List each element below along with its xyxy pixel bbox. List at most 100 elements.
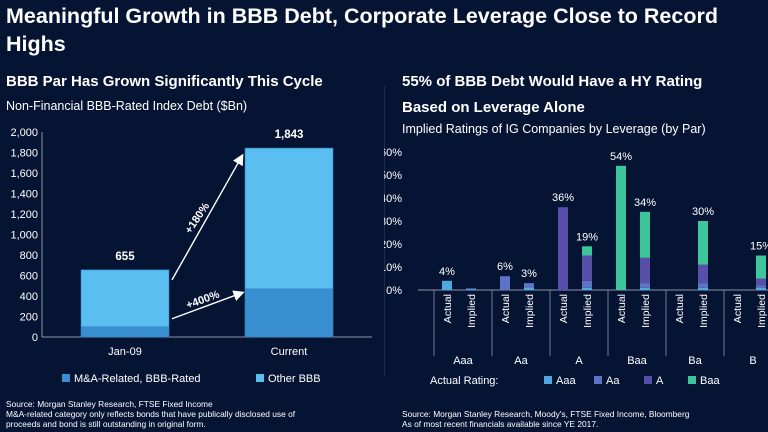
bar-segment bbox=[466, 289, 476, 290]
bar-axis-label: Actual bbox=[558, 294, 570, 323]
group-label: Aaa bbox=[453, 355, 473, 367]
legend-label: A bbox=[656, 375, 664, 387]
bbb-debt-chart: 0 200 400 600 800 1,000 1,200 1,400 1,600 1,800 2,… bbox=[10, 127, 372, 385]
growth-arrow-total bbox=[171, 153, 244, 281]
right-source: Source: Morgan Stanley Research, Moody's… bbox=[402, 409, 762, 429]
bar-total-label: 19% bbox=[576, 231, 598, 243]
left-subtitle: BBB Par Has Grown Significantly This Cyc… bbox=[6, 73, 323, 90]
x-tick-label: Current bbox=[271, 346, 308, 358]
right-source-line2: As of most recent financials available s… bbox=[402, 419, 599, 429]
legend-swatch bbox=[594, 376, 602, 384]
y-tick-label: 0 bbox=[32, 332, 38, 344]
group-label: B bbox=[749, 355, 756, 367]
growth-arrow-mna bbox=[171, 290, 245, 320]
bar-segment bbox=[466, 288, 476, 290]
bar-total-label: 4% bbox=[439, 266, 455, 278]
bar-axis-label: Actual bbox=[500, 294, 512, 323]
panel-divider bbox=[384, 86, 385, 376]
legend-swatch-other bbox=[256, 374, 264, 382]
bar-segment bbox=[698, 264, 708, 284]
y-tick-label: 40% bbox=[384, 193, 402, 205]
left-source: Source: Morgan Stanley Research, FTSE Fi… bbox=[6, 399, 316, 429]
bar-segment bbox=[698, 283, 708, 288]
growth-label-mna: +400% bbox=[185, 289, 222, 312]
bar-segment bbox=[616, 165, 626, 290]
bar-total-label: 30% bbox=[692, 206, 714, 218]
bar-total-label: 1,843 bbox=[275, 129, 304, 141]
y-tick-label: 1,000 bbox=[10, 230, 38, 242]
left-source-line2: M&A-related category only reflects bonds… bbox=[6, 409, 296, 429]
legend-label: Aaa bbox=[556, 375, 576, 387]
bar-segment bbox=[640, 283, 650, 288]
y-tick-label: 20% bbox=[384, 239, 402, 251]
bar-total-label: 6% bbox=[497, 261, 513, 273]
legend-label: Baa bbox=[700, 375, 720, 387]
group-label: A bbox=[575, 355, 583, 367]
legend-swatch bbox=[544, 376, 552, 384]
legend-title: Actual Rating: bbox=[430, 375, 498, 387]
right-subtitle-2: Based on Leverage Alone bbox=[402, 99, 585, 116]
bar-segment bbox=[582, 287, 592, 290]
bar-segment bbox=[756, 278, 766, 286]
bar-segment bbox=[80, 269, 170, 328]
y-tick-label: 60% bbox=[384, 147, 402, 159]
group-label: Baa bbox=[627, 355, 647, 367]
legend-swatch-mna bbox=[62, 374, 70, 382]
bar-total-label: 54% bbox=[610, 151, 632, 163]
bar-axis-label: Implied bbox=[524, 294, 536, 328]
legend-swatch bbox=[688, 376, 696, 384]
bar-total-label: 3% bbox=[521, 268, 537, 280]
bar-segment bbox=[524, 283, 534, 288]
left-caption: Non-Financial BBB-Rated Index Debt ($Bn) bbox=[6, 99, 248, 113]
left-source-line1: Source: Morgan Stanley Research, FTSE Fi… bbox=[6, 399, 213, 409]
bar-segment bbox=[756, 285, 766, 288]
x-tick-label: Jan-09 bbox=[108, 346, 142, 358]
y-tick-label: 1,200 bbox=[10, 209, 38, 221]
bar-axis-label: Implied bbox=[756, 294, 768, 328]
y-tick-label: 1,400 bbox=[10, 189, 38, 201]
bar-segment bbox=[80, 326, 170, 338]
bar-segment bbox=[640, 211, 650, 258]
legend-label: Aa bbox=[606, 375, 620, 387]
y-tick-label: 10% bbox=[384, 262, 402, 274]
bar-segment bbox=[698, 287, 708, 290]
bar-axis-label: Implied bbox=[698, 294, 710, 328]
y-tick-label: 800 bbox=[20, 250, 38, 262]
bar-segment bbox=[244, 288, 334, 338]
bar-total-label: 15% bbox=[750, 241, 768, 253]
bar-segment bbox=[582, 280, 592, 288]
bar-segment bbox=[698, 221, 708, 265]
bar-segment bbox=[640, 287, 650, 290]
legend-swatch bbox=[644, 376, 652, 384]
bar-segment bbox=[756, 255, 766, 279]
right-subtitle-1: 55% of BBB Debt Would Have a HY Rating bbox=[402, 73, 703, 90]
bar-segment bbox=[582, 255, 592, 281]
group-label: Aa bbox=[514, 355, 528, 367]
bar-axis-label: Implied bbox=[640, 294, 652, 328]
y-tick-label: 600 bbox=[20, 271, 38, 283]
y-tick-label: 200 bbox=[20, 312, 38, 324]
bar-segment bbox=[524, 287, 534, 290]
bar-axis-label: Implied bbox=[466, 294, 478, 328]
bar-segment bbox=[756, 287, 766, 290]
bar-segment bbox=[558, 207, 568, 290]
legend-label-mna: M&A-Related, BBB-Rated bbox=[74, 373, 201, 385]
bar-segment bbox=[582, 246, 592, 256]
bar-segment bbox=[500, 276, 510, 290]
y-tick-label: 30% bbox=[384, 216, 402, 228]
bar-total-label: 655 bbox=[115, 251, 135, 263]
bar-segment bbox=[244, 147, 334, 290]
legend-label-other: Other BBB bbox=[268, 373, 321, 385]
bar-segment bbox=[442, 280, 452, 290]
group-label: Ba bbox=[688, 355, 702, 367]
bar-total-label: 36% bbox=[552, 192, 574, 204]
right-caption: Implied Ratings of IG Companies by Lever… bbox=[402, 122, 706, 136]
bar-axis-label: Implied bbox=[582, 294, 594, 328]
bar-axis-label: Actual bbox=[732, 294, 744, 323]
y-tick-label: 0% bbox=[386, 285, 402, 297]
bar-segment bbox=[640, 257, 650, 284]
implied-ratings-chart: 0% 10% 20% 30% 40% 50% 60% Aaa Actual Implied Aa Ac… bbox=[384, 147, 768, 387]
growth-label-total: +180% bbox=[183, 200, 212, 236]
bar-axis-label: Actual bbox=[674, 294, 686, 323]
y-tick-label: 2,000 bbox=[10, 127, 38, 139]
